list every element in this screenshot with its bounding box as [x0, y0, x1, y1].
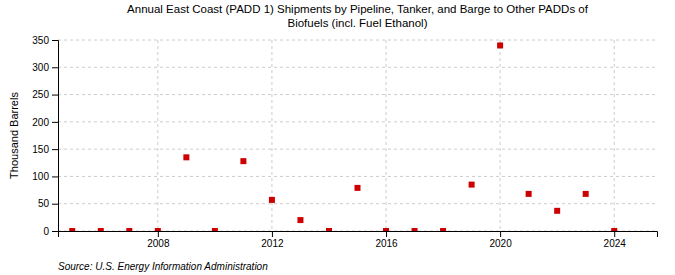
x-tick: 2012 — [261, 231, 284, 249]
y-tick: 300 — [32, 62, 58, 73]
point — [326, 228, 332, 231]
y-tick: 100 — [32, 171, 58, 182]
point — [383, 228, 389, 231]
point — [126, 228, 132, 231]
y-tick: 0 — [43, 226, 58, 237]
y-tick-mark — [52, 122, 58, 123]
y-axis-line — [52, 41, 59, 232]
x-axis: 2008 2012 2016 2020 2024 — [59, 231, 658, 249]
grid-line — [157, 40, 158, 231]
x-tick-label: 2016 — [375, 238, 398, 249]
point — [355, 185, 361, 191]
title: Annual East Coast (PADD 1) Shipments by … — [127, 3, 589, 29]
grid-line — [58, 94, 657, 95]
grid-line — [614, 40, 615, 231]
x-tick-label: 2008 — [147, 238, 170, 249]
point — [554, 208, 560, 214]
y-tick: 350 — [32, 35, 58, 46]
y-tick-mark — [52, 231, 58, 232]
point — [611, 228, 617, 231]
y-tick-label: 0 — [43, 226, 49, 237]
point — [469, 182, 475, 188]
point — [98, 228, 104, 231]
y-tick-label: 100 — [32, 171, 49, 182]
grid-line — [58, 67, 657, 68]
x-axis-line — [59, 232, 658, 238]
title-line: Biofuels (incl. Fuel Ethanol) — [288, 17, 428, 29]
grid-line — [58, 203, 657, 204]
grid-line — [58, 176, 657, 177]
grid-line — [500, 40, 501, 231]
point — [297, 217, 303, 223]
source: Source: U.S. Energy Information Administ… — [58, 261, 268, 272]
y-tick-mark — [52, 95, 58, 96]
x-tick: 2020 — [489, 231, 512, 249]
x-tick-mark — [500, 231, 501, 237]
x-tick-label: 2020 — [489, 238, 512, 249]
point — [240, 158, 246, 164]
point — [69, 228, 75, 231]
y-axis-title: Thousand Barrels — [8, 92, 20, 179]
x-tick: 2024 — [604, 231, 627, 249]
x-tick-mark — [272, 231, 273, 237]
y-tick-label: 250 — [32, 89, 49, 100]
point — [212, 228, 218, 231]
y-tick-label: 50 — [38, 198, 50, 209]
x-tick-label: 2024 — [604, 238, 627, 249]
x-tick-mark — [614, 231, 615, 237]
point — [269, 197, 275, 203]
y-tick-mark — [52, 176, 58, 177]
y-tick: 50 — [38, 198, 58, 209]
point — [583, 191, 589, 197]
y-tick-mark — [52, 204, 58, 205]
y-tick-label: 150 — [32, 144, 49, 155]
y-tick: 200 — [32, 117, 58, 128]
grid-line — [58, 149, 657, 150]
title-line: Annual East Coast (PADD 1) Shipments by … — [127, 3, 589, 15]
y-tick-label: 300 — [32, 62, 49, 73]
x-tick: 2008 — [147, 231, 170, 249]
plot-area: 2008 2012 2016 2020 2024 0 50 100 150 200 250 300 35… — [32, 35, 657, 249]
points — [69, 42, 617, 231]
point — [183, 154, 189, 160]
y-tick-mark — [52, 40, 58, 41]
grid — [58, 40, 657, 231]
point — [526, 191, 532, 197]
x-tick-label: 2012 — [261, 238, 284, 249]
y-tick-mark — [52, 149, 58, 150]
point — [412, 228, 418, 231]
y-axis: 0 50 100 150 200 250 300 350 — [32, 35, 58, 237]
point — [155, 228, 161, 231]
chart: 2008 2012 2016 2020 2024 0 50 100 150 200 250 300 35… — [0, 0, 675, 275]
y-tick-label: 200 — [32, 117, 49, 128]
grid-line — [386, 40, 387, 231]
y-tick-label: 350 — [32, 35, 49, 46]
x-tick-mark — [386, 231, 387, 237]
y-tick: 250 — [32, 89, 58, 100]
point — [497, 42, 503, 48]
point — [440, 228, 446, 231]
y-tick: 150 — [32, 144, 58, 155]
grid-line — [58, 40, 657, 41]
y-tick-mark — [52, 67, 58, 68]
x-tick: 2016 — [375, 231, 398, 249]
grid-line — [58, 121, 657, 122]
x-tick-mark — [158, 231, 159, 237]
